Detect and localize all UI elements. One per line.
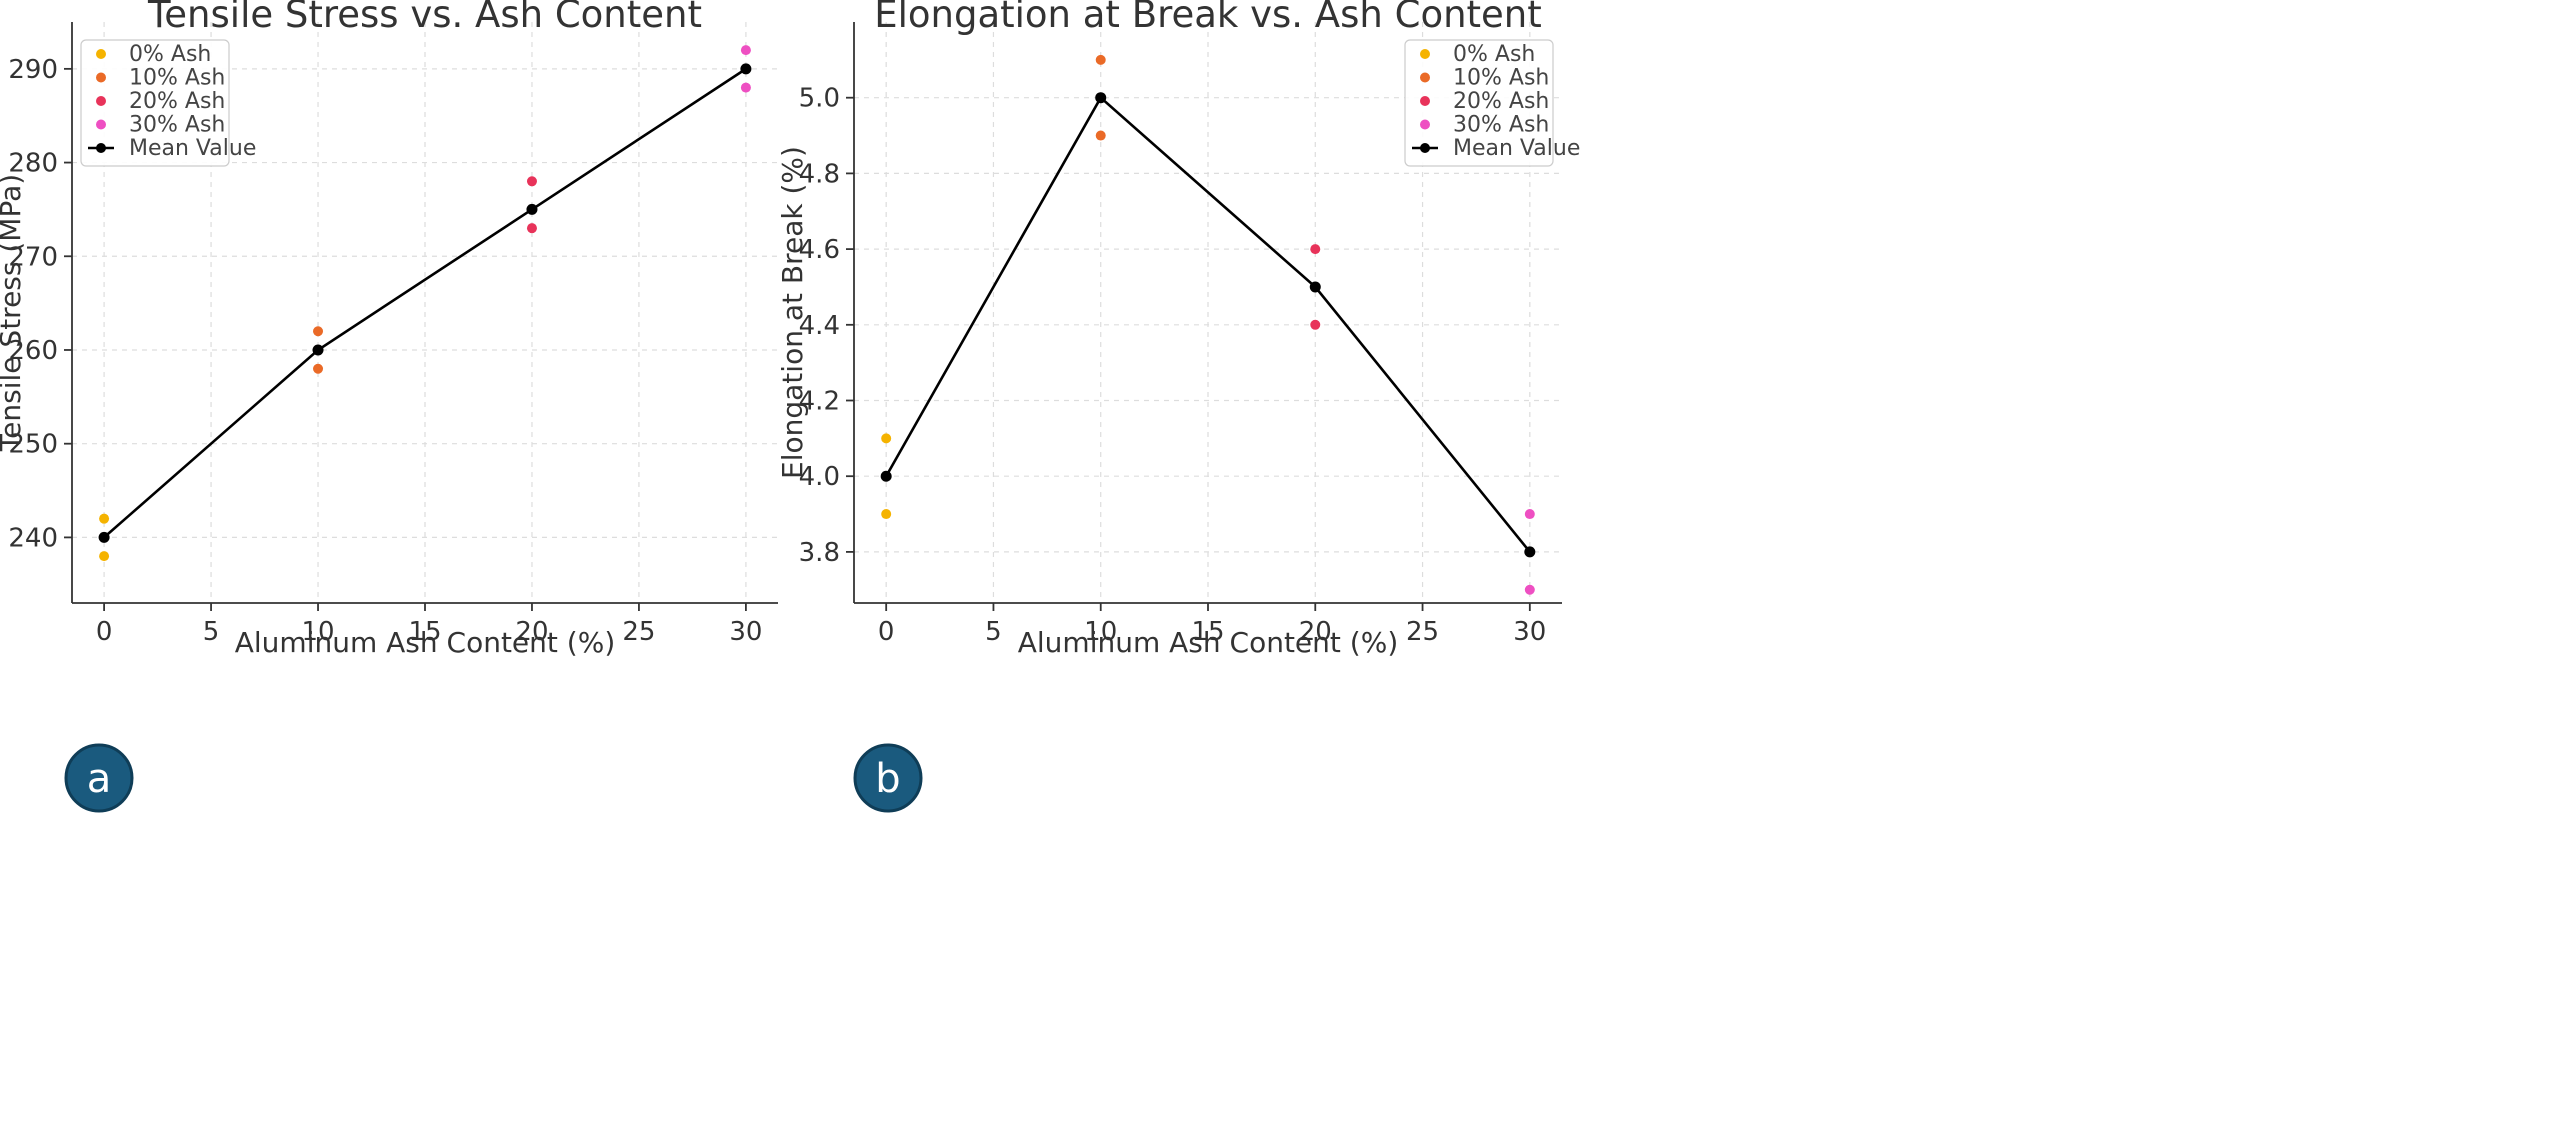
- data-point-20pct-ash: [526, 223, 537, 234]
- panel-badge-a: a: [64, 743, 134, 813]
- y-tick-label: 4.2: [799, 387, 840, 417]
- y-tick-label: 4.0: [799, 462, 840, 492]
- legend-frame: [1404, 39, 1554, 167]
- data-point-mean-value: [98, 531, 110, 543]
- y-axis-label: Elongation at Break (%): [776, 146, 809, 479]
- legend-label: 0% Ash: [1453, 42, 1535, 67]
- legend-marker: [1420, 96, 1430, 106]
- legend-label: 20% Ash: [129, 89, 225, 114]
- x-tick-label: 25: [622, 617, 655, 647]
- data-point-mean-value: [740, 63, 752, 75]
- legend-marker: [96, 143, 106, 153]
- data-point-30pct-ash: [1524, 509, 1535, 520]
- x-tick-label: 30: [1513, 617, 1546, 647]
- chart-title: Tensile Stress vs. Ash Content: [147, 0, 702, 36]
- x-tick-label: 10: [301, 617, 334, 647]
- data-point-0pct-ash: [99, 551, 110, 562]
- grid: [72, 22, 778, 603]
- badge-label: a: [87, 756, 112, 802]
- data-point-20pct-ash: [1310, 244, 1321, 255]
- x-tick-label: 15: [1191, 617, 1224, 647]
- data-point-20pct-ash: [526, 176, 537, 187]
- y-tick-label: 240: [8, 523, 58, 553]
- x-tick-label: 0: [878, 617, 895, 647]
- x-tick-label: 5: [985, 617, 1002, 647]
- legend-label: Mean Value: [1453, 136, 1580, 161]
- data-point-mean-value: [526, 203, 538, 215]
- legend-marker: [96, 96, 106, 106]
- badge-label: b: [875, 756, 900, 802]
- data-point-20pct-ash: [1310, 319, 1321, 330]
- y-tick-label: 4.8: [799, 159, 840, 189]
- y-tick-label: 4.4: [799, 311, 840, 341]
- data-point-mean-value: [1309, 281, 1321, 293]
- legend-marker: [96, 49, 106, 59]
- data-point-10pct-ash: [313, 363, 324, 374]
- y-tick-label: 3.8: [799, 538, 840, 568]
- data-point-10pct-ash: [1095, 54, 1106, 65]
- data-point-mean-value: [1095, 92, 1107, 104]
- data-point-30pct-ash: [740, 82, 751, 93]
- data-point-0pct-ash: [881, 509, 892, 520]
- legend-label: Mean Value: [129, 136, 256, 161]
- legend-marker: [96, 119, 106, 130]
- data-point-30pct-ash: [1524, 584, 1535, 595]
- data-point-mean-value: [312, 344, 324, 356]
- y-tick-label: 290: [8, 55, 58, 85]
- y-tick-label: 5.0: [799, 84, 840, 114]
- data-point-0pct-ash: [881, 433, 892, 444]
- x-tick-label: 10: [1084, 617, 1117, 647]
- data-point-10pct-ash: [1095, 130, 1106, 141]
- x-tick-label: 20: [1299, 617, 1332, 647]
- x-axis-label: Aluminum Ash Content (%): [235, 626, 616, 659]
- chart-title: Elongation at Break vs. Ash Content: [874, 0, 1542, 36]
- legend-label: 10% Ash: [129, 66, 225, 91]
- chart-panel-b: 0 5 10 15 20 25 30 3.8 4.0 4.2 4.4 4.6 4.8 5.0 Elongat…: [776, 0, 1580, 659]
- mean-value-line: [885, 95, 1531, 553]
- y-tick-label: 4.6: [799, 235, 840, 265]
- x-tick-label: 0: [96, 617, 113, 647]
- chart-panel-a: 0 5 10 15 20 25 30 240 250 260 270 280 290 Tensile St…: [0, 0, 778, 659]
- y-tick-label: 270: [8, 242, 58, 272]
- x-tick-label: 20: [515, 617, 548, 647]
- legend-frame: [80, 39, 230, 167]
- data-point-0pct-ash: [99, 513, 110, 524]
- legend-label: 10% Ash: [1453, 66, 1549, 91]
- x-tick-label: 25: [1406, 617, 1439, 647]
- panel-badge-b: b: [853, 743, 923, 813]
- data-point-mean-value: [880, 470, 892, 482]
- y-axis-label: Tensile Stress (MPa): [0, 174, 27, 452]
- badge-circle: [853, 743, 923, 813]
- data-point-mean-value: [1524, 546, 1536, 558]
- badge-circle: [64, 743, 134, 813]
- legend-label: 30% Ash: [1453, 113, 1549, 138]
- legend-marker: [1420, 143, 1430, 153]
- legend-label: 20% Ash: [1453, 89, 1549, 114]
- x-axis-label: Aluminum Ash Content (%): [1018, 626, 1399, 659]
- x-tick-label: 15: [408, 617, 441, 647]
- data-point-30pct-ash: [740, 45, 751, 56]
- x-tick-label: 5: [203, 617, 220, 647]
- x-tick-label: 30: [729, 617, 762, 647]
- y-tick-label: 280: [8, 149, 58, 179]
- legend-label: 30% Ash: [129, 113, 225, 138]
- legend-marker: [1420, 119, 1430, 130]
- legend-marker: [1420, 72, 1430, 83]
- data-point-10pct-ash: [313, 326, 324, 337]
- legend-marker: [1420, 49, 1430, 59]
- legend-marker: [96, 72, 106, 83]
- y-tick-label: 260: [8, 336, 58, 366]
- mean-value-line: [103, 67, 747, 539]
- y-tick-label: 250: [8, 430, 58, 460]
- legend-label: 0% Ash: [129, 42, 211, 67]
